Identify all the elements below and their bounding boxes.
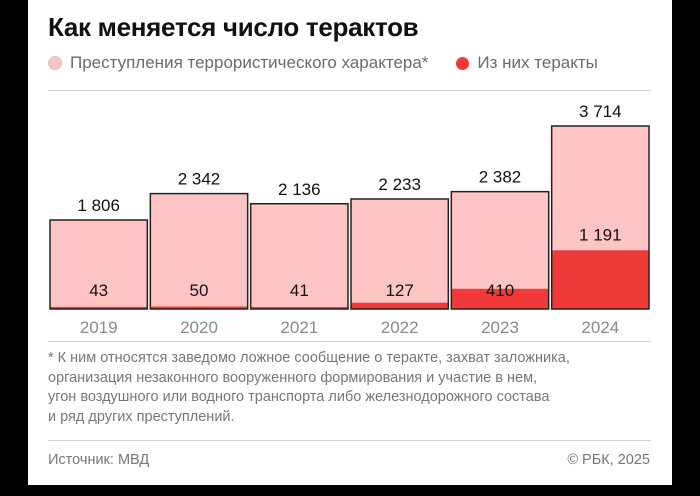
bar-attacks-2021 [250,306,348,309]
value-label-total: 2 233 [378,175,421,194]
value-label-total: 3 714 [579,102,622,121]
value-label-attacks: 410 [486,281,514,300]
x-tick-label: 2020 [180,318,218,337]
bar-total-2020 [150,193,248,309]
bar-outline-2021 [249,203,349,310]
source: Источник: МВД [48,452,150,468]
bar-outline-2022 [350,198,450,310]
bar-attacks-2020 [150,306,248,309]
value-label-total: 2 136 [278,180,321,199]
chart-card: Как меняется число терактов Преступления… [28,0,672,485]
bar-attacks-2019 [50,306,148,309]
bar-attacks-2024 [551,250,649,309]
bar-total-2022 [351,198,449,309]
value-label-attacks: 50 [190,281,209,300]
bar-attacks-2023 [451,288,549,309]
value-label-total: 2 342 [178,170,221,189]
bottom-divider [48,440,651,441]
x-tick-label: 2023 [481,318,519,337]
copyright: © РБК, 2025 [567,452,650,468]
bar-outline-2023 [450,190,550,310]
top-divider [48,90,651,91]
value-label-total: 2 382 [479,168,522,187]
bar-chart: 1 806 43 2019 2 342 50 2020 2 136 41 2021 2 233 12… [49,102,650,337]
legend: Преступления террористического характера… [48,52,598,74]
bar-outline-2020 [149,192,249,310]
legend-total-label: Преступления террористического характера… [70,53,429,72]
bar-total-2019 [50,220,148,309]
value-label-total: 1 806 [77,196,120,215]
value-label-attacks: 1 191 [579,225,622,244]
bar-outline-2019 [49,219,149,310]
bar-attacks-2022 [351,302,449,309]
x-tick-label: 2024 [581,318,619,337]
footnote: * К ним относятся заведомо ложное сообще… [48,350,570,425]
legend-attacks-label: Из них теракты [477,53,598,72]
legend-total-swatch [48,56,62,70]
value-label-attacks: 41 [290,281,309,300]
x-tick-label: 2022 [381,318,419,337]
chart-title: Как меняется число терактов [48,12,419,42]
legend-attacks-swatch [456,56,470,70]
value-label-attacks: 127 [385,281,413,300]
value-label-attacks: 43 [89,281,108,300]
x-tick-label: 2019 [80,318,118,337]
bar-outline-2024 [550,125,650,310]
x-tick-label: 2021 [280,318,318,337]
bar-total-2021 [250,203,348,309]
footnote-divider [48,341,651,342]
